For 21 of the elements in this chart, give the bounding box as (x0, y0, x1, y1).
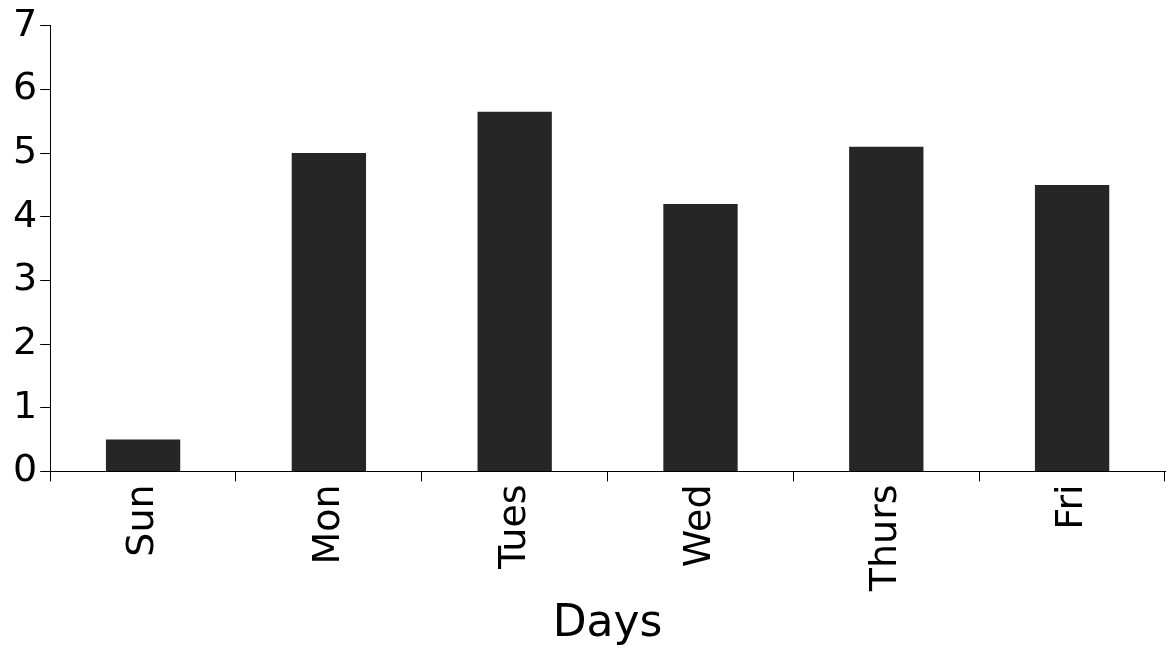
x-tick-label: Mon (303, 484, 348, 565)
bar (477, 111, 552, 471)
y-tick-label: 1 (12, 382, 38, 427)
bar (291, 153, 367, 471)
y-tick-label: 6 (12, 64, 38, 109)
y-tick-label: 2 (12, 318, 38, 363)
y-tick-label: 5 (12, 127, 38, 172)
y-tick-label: 3 (12, 255, 38, 300)
x-tick-label: Thurs (861, 484, 906, 593)
x-tick-label: Fri (1046, 484, 1091, 530)
x-tick-label: Tues (489, 484, 534, 571)
y-tick-label: 7 (12, 0, 38, 45)
x-tick-label: Sun (117, 484, 162, 557)
x-tick-label: Wed (675, 484, 720, 568)
x-axis-title: Days (552, 595, 663, 647)
y-tick-label: 0 (12, 446, 38, 491)
bar (1034, 184, 1110, 471)
bar (105, 439, 181, 471)
y-tick-label: 4 (12, 191, 38, 236)
bar (663, 204, 738, 471)
bar (849, 146, 924, 471)
